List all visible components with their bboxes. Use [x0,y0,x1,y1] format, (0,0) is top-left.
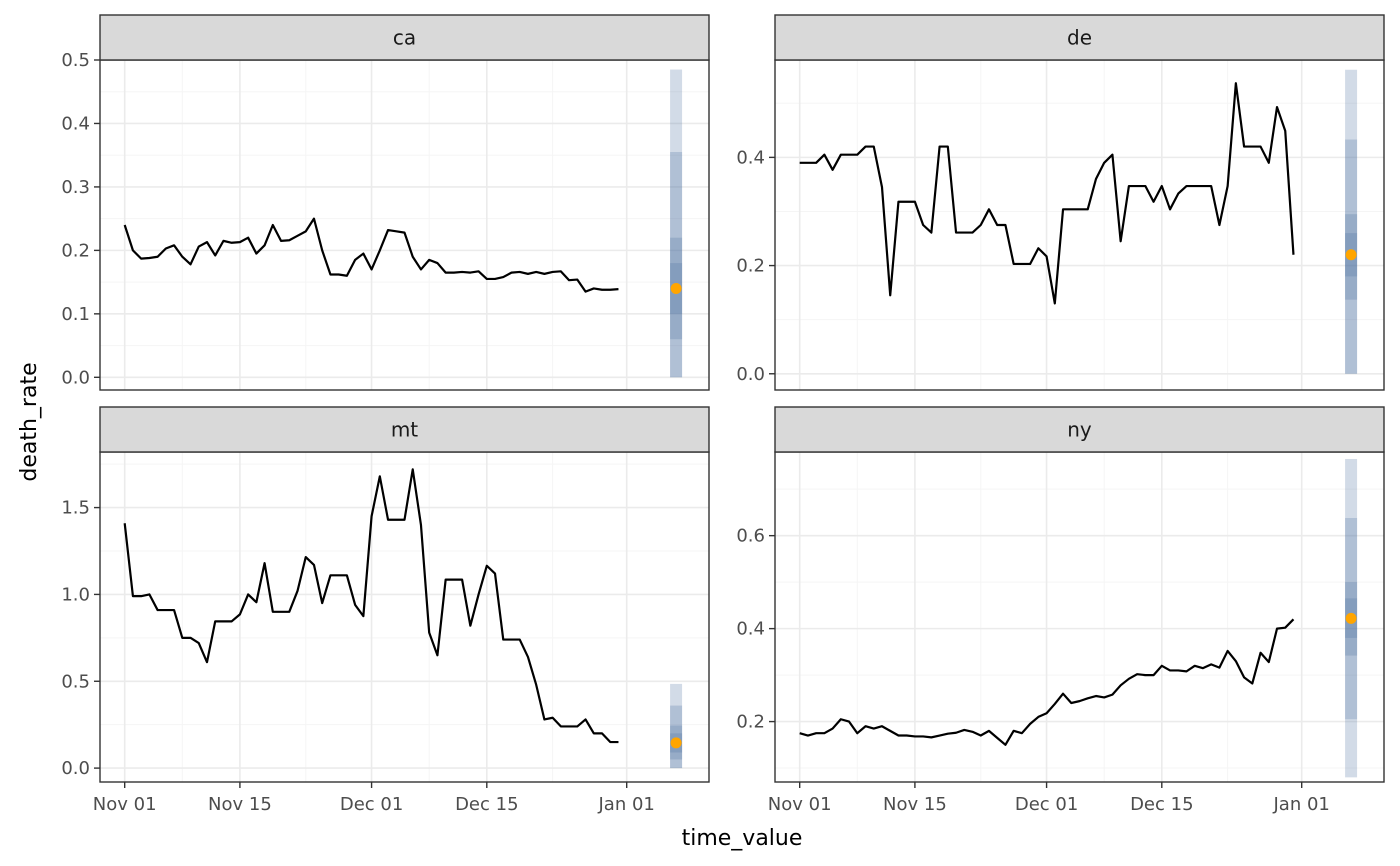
panel-mt: mt 0.0 0.5 1.0 1.5 Nov 01 Nov 15 Dec 01 Dec 15 Ja… [61,406,710,815]
y-tick-label: 0.6 [736,526,765,547]
y-tick-label: 0.2 [736,712,765,733]
x-tick-label: Nov 15 [883,794,947,815]
x-tick-label: Dec 01 [340,794,403,815]
y-tick-label: 0.2 [61,240,90,261]
series-line-mt [123,468,619,744]
forecast-point-ca [670,282,682,294]
panel-de: de 0.0 0.2 0.4 [736,14,1385,391]
forecast-point-de [1345,249,1357,261]
panel-background [100,452,709,782]
facet-strip-label: ca [393,26,416,50]
y-tick-label: 0.1 [61,304,90,325]
facet-strip [99,406,710,453]
panel-ca: ca 0.0 0.1 0.2 0.3 0.4 0.5 [61,14,710,391]
y-tick-label: 0.0 [736,364,765,385]
y-tick-label: 0.0 [61,367,90,388]
y-axis-title: death_rate [17,362,42,481]
x-tick-label: Jan 01 [1273,794,1330,815]
panel-background [100,60,709,390]
forecast-point-ny [1345,612,1357,624]
x-tick-label: Nov 01 [768,794,832,815]
series-line-de [799,82,1295,305]
series-line-ca [123,217,619,293]
y-tick-label: 0.4 [736,147,765,168]
facet-strip-label: ny [1067,418,1092,442]
series-line-ny [799,618,1295,746]
panel-background [775,60,1384,390]
x-tick-label: Nov 01 [93,794,157,815]
forecast-point-mt [670,737,682,749]
x-tick-label: Jan 01 [598,794,655,815]
facet-strip-label: de [1067,26,1092,50]
panels: ca 0.0 0.1 0.2 0.3 0.4 0.5 de 0.0 0.2 0.4 mt 0.0 0.5 1… [61,14,1385,815]
forecast-band-2 [670,705,683,769]
forecast-band-1 [670,69,683,378]
x-tick-label: Nov 15 [208,794,272,815]
y-tick-label: 0.4 [736,619,765,640]
y-tick-label: 0.0 [61,758,90,779]
x-tick-label: Dec 15 [1130,794,1193,815]
x-axis-title: time_value [682,826,803,851]
facet-strip [99,14,710,61]
facet-strip [774,14,1385,61]
x-tick-label: Dec 15 [455,794,518,815]
y-tick-label: 1.0 [61,584,90,605]
y-tick-label: 0.5 [61,50,90,71]
panel-background [775,452,1384,782]
y-tick-label: 1.5 [61,498,90,519]
y-tick-label: 0.3 [61,177,90,198]
panel-ny: ny 0.2 0.4 0.6 Nov 01 Nov 15 Dec 01 Dec 15 Jan 0… [736,406,1385,815]
facet-strip [774,406,1385,453]
forecast-band-2 [670,152,683,378]
y-tick-label: 0.5 [61,671,90,692]
facet-strip-label: mt [391,418,418,442]
y-tick-label: 0.4 [61,113,90,134]
forecast-band-1 [1345,69,1358,374]
x-tick-label: Dec 01 [1015,794,1078,815]
y-tick-label: 0.2 [736,256,765,277]
